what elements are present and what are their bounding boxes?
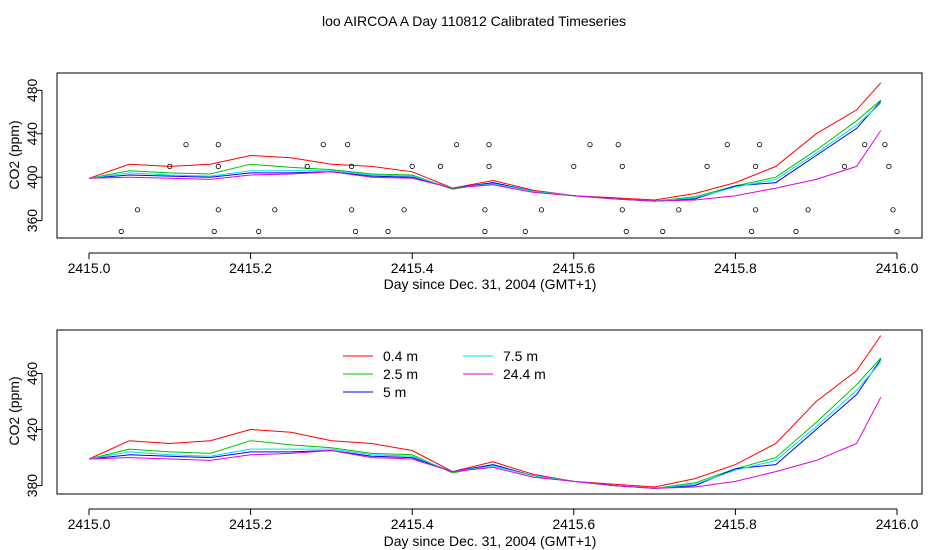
x-tick-label: 2416.0 bbox=[876, 516, 919, 532]
data-point-marker bbox=[215, 163, 221, 169]
series-line-0-4-m bbox=[88, 335, 882, 488]
data-point-marker bbox=[215, 142, 221, 148]
bottom-plot-lines bbox=[88, 335, 882, 489]
data-point-marker bbox=[352, 228, 359, 235]
data-point-marker bbox=[183, 142, 189, 148]
series-line-5-m bbox=[88, 359, 882, 489]
legend-label: 7.5 m bbox=[503, 348, 538, 364]
y-tick-label: 380 bbox=[24, 474, 40, 498]
x-tick-label: 2415.8 bbox=[714, 516, 757, 532]
data-point-marker bbox=[482, 228, 488, 235]
data-point-marker bbox=[587, 142, 593, 148]
data-point-marker bbox=[660, 228, 666, 235]
data-point-marker bbox=[486, 142, 492, 148]
top-plot-lines bbox=[88, 82, 882, 202]
top-x-axis-label: Day since Dec. 31, 2004 (GMT+1) bbox=[384, 276, 597, 292]
data-point-marker bbox=[571, 163, 577, 169]
data-point-marker bbox=[215, 207, 221, 213]
data-point-marker bbox=[752, 207, 759, 213]
y-tick-label: 420 bbox=[24, 418, 40, 442]
data-point-marker bbox=[482, 207, 488, 213]
x-tick-label: 2415.0 bbox=[68, 260, 111, 276]
chart-title: loo AIRCOA A Day 110812 Calibrated Times… bbox=[322, 13, 626, 29]
series-line-24-4-m bbox=[88, 397, 882, 489]
data-point-marker bbox=[704, 163, 710, 169]
series-line-2-5-m bbox=[88, 357, 882, 489]
y-tick-label: 400 bbox=[24, 165, 40, 189]
data-point-marker bbox=[409, 163, 415, 169]
series-line-0-4-m bbox=[88, 82, 882, 201]
legend-label: 5 m bbox=[383, 384, 406, 400]
data-point-marker bbox=[805, 207, 811, 213]
x-tick-label: 2415.2 bbox=[229, 516, 272, 532]
data-point-marker bbox=[522, 228, 528, 235]
data-point-marker bbox=[320, 142, 326, 148]
data-point-marker bbox=[344, 142, 351, 148]
bottom-plot-frame bbox=[56, 329, 923, 495]
x-tick-label: 2415.8 bbox=[714, 260, 757, 276]
data-point-marker bbox=[752, 163, 759, 169]
data-point-marker bbox=[756, 142, 763, 148]
x-tick-label: 2415.6 bbox=[552, 260, 595, 276]
data-point-marker bbox=[724, 142, 730, 148]
data-point-marker bbox=[486, 163, 492, 169]
data-point-marker bbox=[256, 228, 262, 235]
x-tick-label: 2415.4 bbox=[391, 516, 434, 532]
x-tick-label: 2416.0 bbox=[876, 260, 919, 276]
y-tick-label: 440 bbox=[24, 122, 40, 146]
bottom-y-axis-label: CO2 (ppm) bbox=[6, 376, 22, 445]
data-point-marker bbox=[437, 163, 444, 169]
data-point-marker bbox=[886, 163, 892, 169]
series-line-7-5-m bbox=[88, 361, 882, 489]
y-tick-label: 460 bbox=[24, 362, 40, 386]
legend: 0.4 m 2.5 m 5 m 7.5 m 24.4 m bbox=[343, 348, 546, 400]
x-tick-label: 2415.6 bbox=[552, 516, 595, 532]
data-point-marker bbox=[211, 228, 217, 235]
legend-label: 2.5 m bbox=[383, 366, 418, 382]
data-point-marker bbox=[272, 207, 278, 213]
data-point-marker bbox=[862, 142, 868, 148]
data-point-marker bbox=[401, 207, 407, 213]
top-y-axis-label: CO2 (ppm) bbox=[6, 120, 22, 189]
data-point-marker bbox=[453, 142, 460, 148]
data-point-marker bbox=[793, 228, 799, 235]
data-point-marker bbox=[894, 228, 900, 235]
data-point-marker bbox=[841, 163, 848, 169]
data-point-marker bbox=[348, 207, 355, 213]
y-tick-label: 480 bbox=[24, 79, 40, 103]
data-point-marker bbox=[134, 207, 141, 213]
x-tick-label: 2415.2 bbox=[229, 260, 272, 276]
x-tick-label: 2415.0 bbox=[68, 516, 111, 532]
data-point-marker bbox=[676, 207, 682, 213]
legend-label: 24.4 m bbox=[503, 366, 546, 382]
top-plot-markers bbox=[118, 142, 900, 235]
x-tick-label: 2415.4 bbox=[391, 260, 434, 276]
bottom-plot-axes: 2415.0 2415.2 2415.4 2415.6 2415.8 2416.0 380 4… bbox=[24, 362, 919, 532]
data-point-marker bbox=[615, 142, 621, 148]
bottom-x-axis-label: Day since Dec. 31, 2004 (GMT+1) bbox=[384, 533, 597, 549]
data-point-marker bbox=[538, 207, 545, 213]
data-point-marker bbox=[118, 228, 124, 235]
top-plot-axes: 2415.0 2415.2 2415.4 2415.6 2415.8 2416.0 360 4… bbox=[24, 79, 919, 276]
data-point-marker bbox=[619, 207, 625, 213]
series-line-7-5-m bbox=[88, 103, 882, 202]
data-point-marker bbox=[890, 207, 896, 213]
series-line-24-4-m bbox=[88, 130, 882, 202]
data-point-marker bbox=[619, 163, 625, 169]
data-point-marker bbox=[167, 163, 173, 169]
data-point-marker bbox=[385, 228, 391, 235]
legend-label: 0.4 m bbox=[383, 348, 418, 364]
y-tick-label: 360 bbox=[24, 209, 40, 233]
data-point-marker bbox=[348, 163, 355, 169]
data-point-marker bbox=[748, 228, 755, 235]
top-plot-frame bbox=[56, 72, 923, 239]
series-line-5-m bbox=[88, 100, 882, 202]
data-point-marker bbox=[882, 142, 888, 148]
data-point-marker bbox=[623, 228, 629, 235]
data-point-marker bbox=[304, 163, 310, 169]
